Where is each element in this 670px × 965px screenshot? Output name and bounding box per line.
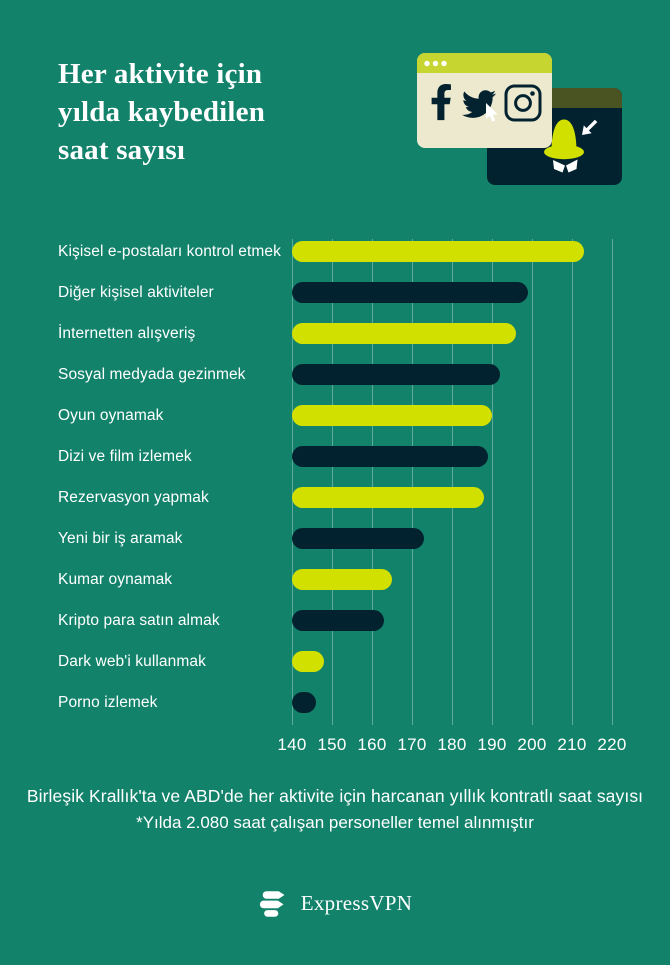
bar: [292, 446, 488, 467]
facebook-icon: [431, 84, 451, 121]
bar: [292, 610, 384, 631]
bar: [292, 651, 324, 672]
spy-eyes-icon: [553, 159, 578, 173]
bar-label: Kripto para satın almak: [58, 612, 220, 629]
bar: [292, 569, 392, 590]
gridline: [492, 239, 493, 725]
bar-label: Yeni bir iş aramak: [58, 530, 183, 547]
gridline: [452, 239, 453, 725]
cursor-icon: [582, 119, 598, 135]
x-tick-label: 200: [517, 735, 547, 754]
x-tick-label: 140: [277, 735, 307, 754]
cursor-icon: [486, 103, 498, 122]
bar-label: Dizi ve film izlemek: [58, 448, 192, 465]
bar: [292, 528, 424, 549]
bar: [292, 241, 584, 262]
bar-label: Oyun oynamak: [58, 407, 164, 424]
x-tick-label: 180: [437, 735, 467, 754]
chart-footnote: *Yılda 2.080 saat çalışan personeller te…: [136, 813, 534, 832]
bar-chart: 140 150 160 170 180 190 200 210 220 Kişisel e-pos…: [0, 239, 670, 779]
bar: [292, 405, 492, 426]
x-tick-label: 150: [317, 735, 347, 754]
bar: [292, 323, 516, 344]
bar-label: Rezervasyon yapmak: [58, 489, 209, 506]
bar-label: Kişisel e-postaları kontrol etmek: [58, 243, 281, 260]
bar-label: Sosyal medyada gezinmek: [58, 366, 246, 383]
x-tick-label: 190: [477, 735, 507, 754]
page-title: Her aktivite için yılda kaybedilen saat …: [58, 58, 266, 166]
gridline: [532, 239, 533, 725]
gridline: [572, 239, 573, 725]
bar: [292, 487, 484, 508]
gridline: [412, 239, 413, 725]
bar-label: İnternetten alışveriş: [58, 325, 196, 342]
bar-label: Kumar oynamak: [58, 571, 173, 588]
chart-source-note: Birleşik Krallık'ta ve ABD'de her aktivi…: [26, 786, 644, 806]
gridline: [292, 239, 293, 725]
brand-logo-text: ExpressVPN: [300, 890, 413, 915]
instagram-icon: [504, 84, 542, 122]
x-tick-label: 160: [357, 735, 387, 754]
gridline: [372, 239, 373, 725]
gridline: [332, 239, 333, 725]
brand-logo: ExpressVPN: [0, 883, 670, 923]
bar-label: Porno izlemek: [58, 694, 158, 711]
bar: [292, 282, 528, 303]
x-tick-label: 210: [557, 735, 587, 754]
bar-label: Dark web'i kullanmak: [58, 653, 206, 670]
bar: [292, 364, 500, 385]
spy-hat-icon: [544, 119, 584, 160]
browser-spy-illustration: [417, 53, 622, 185]
bar-label: Diğer kişisel aktiviteler: [58, 284, 214, 301]
x-tick-label: 220: [597, 735, 627, 754]
expressvpn-logo-icon: [259, 891, 285, 917]
bar: [292, 692, 316, 713]
gridline: [612, 239, 613, 725]
x-tick-label: 170: [397, 735, 427, 754]
